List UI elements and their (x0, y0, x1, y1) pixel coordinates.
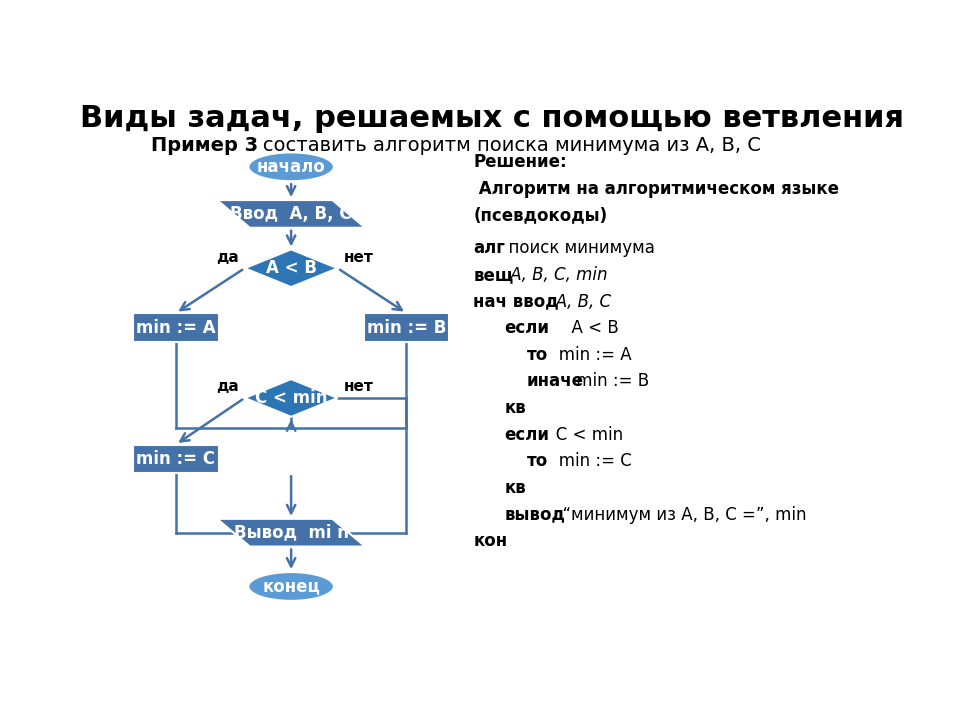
Text: нач ввод: нач ввод (473, 292, 559, 310)
Text: А < В: А < В (266, 259, 317, 277)
Text: кон: кон (473, 532, 508, 550)
Text: C < min: C < min (254, 389, 327, 407)
Text: Алгоритм на алгоритмическом языке: Алгоритм на алгоритмическом языке (473, 179, 839, 197)
Text: А, В, С: А, В, С (540, 292, 611, 310)
Polygon shape (217, 200, 365, 228)
Text: вывод: вывод (505, 505, 565, 523)
Text: min := C: min := C (136, 450, 215, 468)
Text: кв: кв (505, 399, 526, 417)
Text: “минимум из A, B, C =”, min: “минимум из A, B, C =”, min (552, 505, 806, 523)
Text: Виды задач, решаемых с помощью ветвления: Виды задач, решаемых с помощью ветвления (80, 104, 904, 133)
Text: алг: алг (473, 240, 505, 258)
Text: A < B: A < B (540, 319, 618, 337)
Text: то: то (527, 346, 548, 364)
Text: то: то (527, 452, 548, 470)
Text: вещ: вещ (473, 266, 514, 284)
Text: иначе: иначе (527, 372, 584, 390)
Text: да: да (216, 250, 239, 265)
Text: min := B: min := B (571, 372, 649, 390)
Ellipse shape (249, 572, 334, 601)
Text: : составить алгоритм поиска минимума из А, В, С: : составить алгоритм поиска минимума из … (251, 136, 761, 156)
Text: Решение:: Решение: (473, 153, 567, 171)
Ellipse shape (249, 153, 334, 181)
Text: если: если (505, 319, 550, 337)
Text: поиск минимума: поиск минимума (498, 240, 655, 258)
Text: кв: кв (505, 479, 526, 497)
Text: min := C: min := C (543, 452, 633, 470)
FancyBboxPatch shape (133, 444, 219, 473)
Text: А, В, С, min: А, В, С, min (505, 266, 607, 284)
FancyBboxPatch shape (133, 313, 219, 342)
Text: если: если (505, 426, 550, 444)
Text: да: да (216, 379, 239, 395)
Text: C < min: C < min (540, 426, 623, 444)
Text: Вывод  mi n: Вывод mi n (233, 523, 348, 541)
Text: нет: нет (344, 379, 373, 395)
FancyBboxPatch shape (364, 313, 449, 342)
Text: min := A: min := A (136, 318, 216, 336)
Text: Ввод  А, В, С: Ввод А, В, С (230, 205, 352, 223)
Text: начало: начало (256, 158, 325, 176)
Text: min := B: min := B (367, 318, 446, 336)
Polygon shape (217, 519, 365, 546)
Text: нет: нет (344, 250, 373, 265)
Polygon shape (245, 379, 338, 417)
Text: (псевдокоды): (псевдокоды) (473, 206, 608, 224)
Text: конец: конец (262, 577, 320, 595)
Polygon shape (245, 249, 338, 287)
Text: Пример 3: Пример 3 (152, 136, 258, 156)
Text: min := A: min := A (543, 346, 632, 364)
